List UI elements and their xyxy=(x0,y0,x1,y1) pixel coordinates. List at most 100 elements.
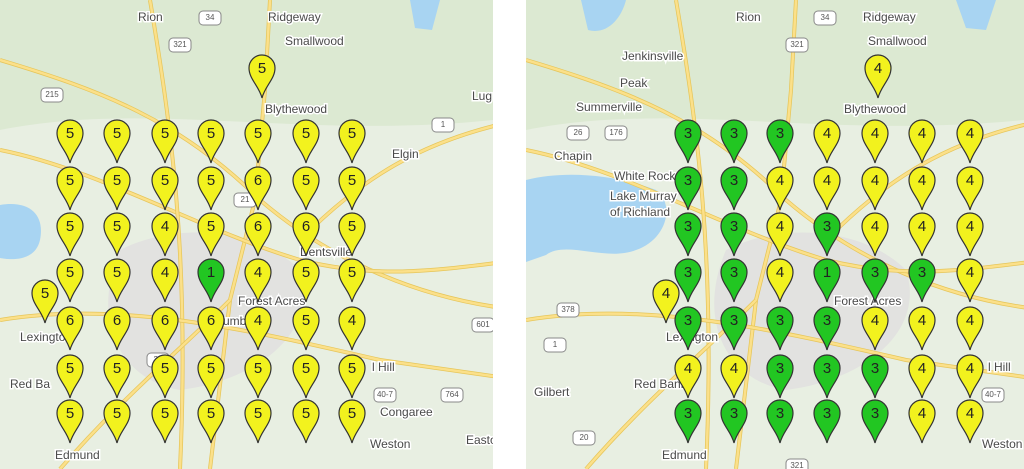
route-label: 40-7 xyxy=(377,390,394,399)
road xyxy=(526,58,1024,309)
pin-label: 4 xyxy=(918,125,926,142)
map-pin xyxy=(292,399,320,444)
map-pin xyxy=(56,119,84,164)
route-label: 34 xyxy=(821,13,830,22)
pin-label: 4 xyxy=(348,312,356,329)
map-pin xyxy=(197,166,225,211)
pin-label: 4 xyxy=(966,405,974,422)
place-label: Rion xyxy=(138,10,163,24)
route-shield xyxy=(785,37,809,53)
map-pin xyxy=(151,166,179,211)
map-pin xyxy=(908,306,936,351)
place-label: Dentsville xyxy=(300,245,352,259)
route-label: 26 xyxy=(574,128,583,137)
map-pin xyxy=(674,212,702,257)
pin-label: 5 xyxy=(254,405,262,422)
map-pin xyxy=(720,354,748,399)
map-pin xyxy=(864,54,892,99)
pin-label: 3 xyxy=(730,125,738,142)
pin-label: 4 xyxy=(918,218,926,235)
pin-label: 3 xyxy=(730,264,738,281)
map-pin xyxy=(674,306,702,351)
pin-label: 4 xyxy=(966,312,974,329)
place-label: Edmund xyxy=(55,448,100,462)
pin-label: 4 xyxy=(254,264,262,281)
pin-label: 6 xyxy=(254,218,262,235)
pin-label: 3 xyxy=(823,360,831,377)
map-pin xyxy=(56,166,84,211)
pin-label: 4 xyxy=(776,172,784,189)
map-pin xyxy=(103,119,131,164)
pin-label: 5 xyxy=(348,172,356,189)
pin-label: 5 xyxy=(348,360,356,377)
pin-label: 5 xyxy=(348,218,356,235)
route-label: 215 xyxy=(45,90,59,99)
pin-label: 5 xyxy=(161,405,169,422)
map-pin xyxy=(292,166,320,211)
map-pin xyxy=(674,399,702,444)
pin-label: 4 xyxy=(918,312,926,329)
water xyxy=(410,0,440,30)
pin-label: 5 xyxy=(207,172,215,189)
pin-label: 5 xyxy=(254,360,262,377)
map-pin xyxy=(956,212,984,257)
map-panel[interactable]: Rion Ridgeway Smallwood Blythewood Lug Elgin D… xyxy=(0,0,493,469)
map-pin xyxy=(103,212,131,257)
map-pin xyxy=(908,258,936,303)
map-pin xyxy=(197,399,225,444)
pin-label: 3 xyxy=(730,218,738,235)
route-shield xyxy=(543,337,567,353)
pin-label: 5 xyxy=(41,285,49,302)
place-label: Forest Acres xyxy=(834,294,901,308)
pin-label: 4 xyxy=(871,312,879,329)
pin-label: 3 xyxy=(684,125,692,142)
map-pin xyxy=(151,119,179,164)
map-pin xyxy=(908,212,936,257)
pin-label: 5 xyxy=(302,405,310,422)
map-pin xyxy=(151,212,179,257)
route-label: 321 xyxy=(790,40,804,49)
map-pin xyxy=(292,212,320,257)
route-label: 321 xyxy=(173,40,187,49)
place-label: l Hill xyxy=(988,360,1011,374)
pin-label: 4 xyxy=(871,218,879,235)
map-pin xyxy=(151,306,179,351)
pin-label: 3 xyxy=(823,218,831,235)
pin-label: 3 xyxy=(871,264,879,281)
map-pin xyxy=(197,258,225,303)
route-shield xyxy=(813,10,837,26)
pin-label: 3 xyxy=(918,264,926,281)
pin-label: 5 xyxy=(302,360,310,377)
pin-label: 5 xyxy=(302,172,310,189)
route-label: 34 xyxy=(206,13,215,22)
map-pin xyxy=(861,166,889,211)
map-pin xyxy=(197,119,225,164)
map-pin xyxy=(244,399,272,444)
pin-label: 4 xyxy=(254,312,262,329)
pin-label: 4 xyxy=(918,172,926,189)
map-pin xyxy=(720,306,748,351)
pin-label: 5 xyxy=(302,312,310,329)
map-pin xyxy=(861,399,889,444)
map-pin xyxy=(103,258,131,303)
pin-label: 5 xyxy=(66,125,74,142)
place-label: Edmund xyxy=(662,448,707,462)
route-shield xyxy=(572,430,596,446)
map-pin xyxy=(338,399,366,444)
place-label: Peak xyxy=(620,76,648,90)
place-label: Lug xyxy=(472,89,492,103)
pin-label: 4 xyxy=(874,60,882,77)
pin-label: 3 xyxy=(730,172,738,189)
pin-label: 5 xyxy=(348,264,356,281)
map-pin xyxy=(338,166,366,211)
map-pin xyxy=(720,258,748,303)
pin-label: 3 xyxy=(823,405,831,422)
map-panel[interactable]: Rion Ridgeway Smallwood Jenkinsville Peak Sum… xyxy=(526,0,1024,469)
pin-label: 5 xyxy=(258,60,266,77)
pin-label: 5 xyxy=(302,125,310,142)
map-pin xyxy=(766,258,794,303)
map-pin xyxy=(338,119,366,164)
pin-label: 5 xyxy=(113,360,121,377)
map-pin xyxy=(908,354,936,399)
pin-label: 5 xyxy=(207,405,215,422)
